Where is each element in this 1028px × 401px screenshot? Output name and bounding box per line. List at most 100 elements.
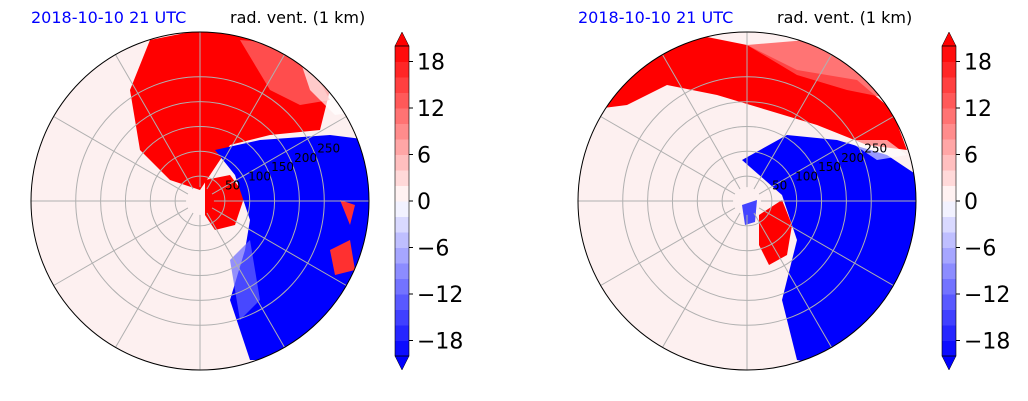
azimuth-spoke [115, 54, 194, 190]
colorbar-segment [395, 232, 409, 248]
azimuth-spoke [53, 116, 189, 195]
colorbar-extend-max [941, 31, 957, 47]
colorbar-tick-label: 6 [417, 144, 431, 169]
colorbar-segment [395, 139, 409, 155]
azimuth-spoke [600, 207, 736, 286]
colorbar-segment [395, 92, 409, 109]
chart-panel-left: 2018-10-10 21 UTC rad. vent. (1 km) 50 10… [30, 8, 463, 371]
colorbar-segment [395, 263, 409, 279]
colorbar-tick-label: −12 [417, 283, 463, 308]
azimuth-spoke [753, 212, 832, 348]
colorbar-segment [942, 294, 956, 310]
colorbar-segment [942, 123, 956, 140]
azimuth-spoke [758, 207, 894, 286]
positive-patch [330, 240, 355, 275]
variable-label: rad. vent. (1 km) [777, 8, 913, 27]
range-ring-label: 150 [271, 160, 294, 174]
colorbar-segment [942, 61, 956, 78]
noise-region [847, 140, 907, 160]
colorbar-tick-label: 6 [964, 144, 978, 169]
colorbar-segment [942, 77, 956, 93]
variable-label: rad. vent. (1 km) [230, 8, 366, 27]
range-ring-label: 150 [818, 160, 841, 174]
colorbar-tick-label: 18 [417, 51, 445, 76]
colorbar-segment [395, 108, 409, 124]
range-ring-label: 100 [795, 169, 818, 183]
plot-border [577, 31, 917, 371]
time-label: 2018-10-10 21 UTC [578, 8, 734, 27]
colorbar-tick-label: −6 [964, 237, 996, 262]
range-ring-label: 250 [317, 141, 340, 155]
colorbar-segment [942, 108, 956, 124]
colorbar-segment [395, 61, 409, 78]
negative-core [742, 200, 757, 225]
azimuth-spoke [206, 212, 285, 348]
colorbar-segment [395, 170, 409, 186]
plot-border [30, 31, 370, 371]
colorbar-segment [942, 170, 956, 186]
colorbar-segment [942, 309, 956, 326]
colorbar-extend-min [394, 355, 410, 371]
colorbar-tick-label: 0 [964, 190, 978, 215]
colorbar-segment [395, 77, 409, 93]
azimuth-spoke [758, 116, 894, 195]
colorbar-segment [942, 325, 956, 341]
colorbar-segment [395, 278, 409, 295]
chart-panel-right: 2018-10-10 21 UTC rad. vent. (1 km) 50 10… [547, 0, 1028, 401]
range-ring-label: 50 [225, 179, 240, 193]
range-ring-label: 50 [772, 179, 787, 193]
positive-region [240, 40, 330, 105]
positive-region [747, 40, 897, 100]
colorbar-extend-min [941, 355, 957, 371]
range-ring-label: 200 [841, 151, 864, 165]
colorbar-tick-label: −18 [964, 330, 1010, 355]
colorbar-tick-label: −6 [417, 237, 449, 262]
azimuth-spoke [53, 207, 189, 286]
colorbar-segment [942, 247, 956, 264]
colorbar-segment [942, 216, 956, 233]
colorbar-tick-label: 18 [964, 51, 992, 76]
azimuth-spokes [578, 32, 916, 370]
colorbar-segment [942, 278, 956, 295]
colorbar-segment [942, 201, 956, 217]
colorbar-segment [942, 46, 956, 62]
colorbar-segment [395, 309, 409, 326]
colorbar-segment [395, 185, 409, 202]
range-ring-label: 100 [248, 169, 271, 183]
colorbar: 18 12 6 0 −6 −12 −18 [941, 31, 1010, 371]
colorbar-tick-label: 12 [964, 97, 992, 122]
azimuth-spoke [115, 212, 194, 348]
colorbar-tick-label: −18 [417, 330, 463, 355]
colorbar-segment [942, 139, 956, 155]
colorbar-segment [395, 123, 409, 140]
colorbar-segment [942, 263, 956, 279]
colorbar-tick-label: 0 [417, 190, 431, 215]
colorbar-extend-max [394, 31, 410, 47]
colorbar-segment [942, 340, 956, 357]
azimuth-spoke [206, 54, 285, 190]
time-label: 2018-10-10 21 UTC [31, 8, 187, 27]
colorbar-segment [942, 154, 956, 171]
colorbar-segment [942, 92, 956, 109]
colorbar-segment [395, 201, 409, 217]
azimuth-spoke [211, 116, 347, 195]
colorbar-tick-label: 12 [417, 97, 445, 122]
colorbar-segment [942, 185, 956, 202]
azimuth-spoke [662, 212, 741, 348]
azimuth-spoke [600, 116, 736, 195]
colorbar-segment [395, 325, 409, 341]
colorbar-segment [942, 232, 956, 248]
colorbar-segment [395, 216, 409, 233]
colorbar: 18 12 6 0 −6 −12 −18 [394, 31, 463, 371]
azimuth-spoke [753, 54, 832, 190]
azimuth-spokes [31, 32, 369, 370]
range-ring-label: 250 [864, 141, 887, 155]
negative-region [742, 135, 916, 370]
range-ring-label: 200 [294, 151, 317, 165]
colorbar-segment [395, 294, 409, 310]
colorbar-segment [395, 247, 409, 264]
